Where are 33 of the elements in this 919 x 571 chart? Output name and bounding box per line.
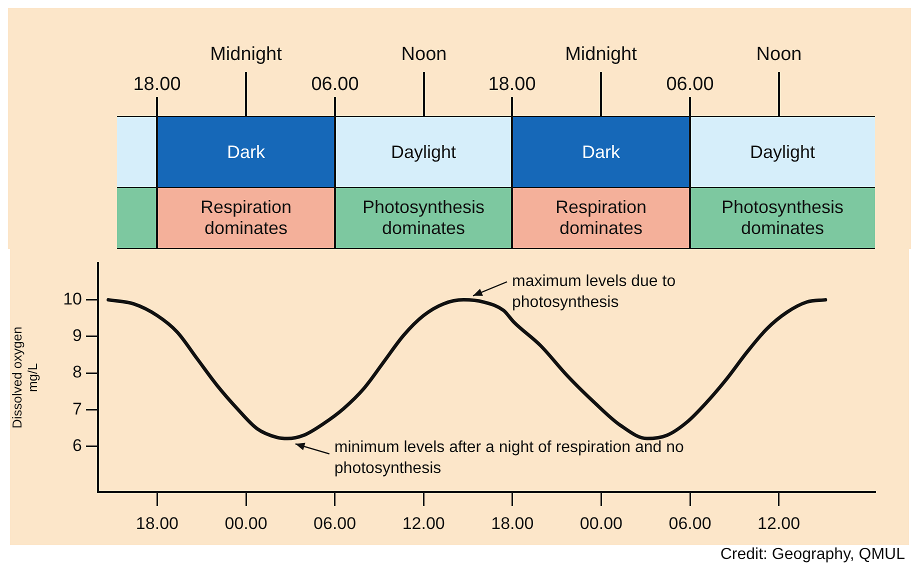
text: Credit: Geography, QMUL [720, 546, 906, 563]
x-tick-label: 00.00 [224, 514, 268, 533]
annotation: maximum levels due to photosynthesis [512, 272, 676, 311]
text: 18.00 [487, 73, 537, 97]
y-tick-label: 9 [72, 326, 82, 346]
text: 06.00 [665, 73, 715, 97]
text: Midnight [209, 43, 283, 67]
x-tick-label: 00.00 [580, 514, 622, 533]
annotation: minimum levels after a night of respiration and no photosynthesis [334, 438, 684, 477]
period-box: Dark [512, 116, 690, 187]
y-tick-label: 10 [63, 289, 82, 308]
text: Midnight [564, 43, 638, 67]
text: Noon [755, 43, 803, 67]
x-tick-label: 12.00 [758, 514, 800, 533]
y-tick-label: 7 [72, 399, 82, 418]
x-tick-label: 06.00 [314, 514, 356, 533]
y-tick-label: 8 [72, 362, 82, 382]
x-tick-label: 18.00 [136, 514, 178, 533]
period-box: Respiration dominates [512, 187, 690, 249]
y-axis-title: Dissolved oxygen mg/L [9, 326, 40, 429]
x-tick-label: 12.00 [402, 514, 445, 533]
text: Noon [400, 43, 448, 67]
period-box: Respiration dominates [157, 187, 335, 249]
text: 06.00 [310, 73, 360, 97]
period-box: Photosynthesis dominates [335, 187, 512, 249]
period-box: Daylight [335, 116, 512, 187]
period-box: Photosynthesis dominates [690, 187, 875, 249]
period-box: Dark [157, 116, 335, 187]
x-tick-label: 06.00 [668, 514, 712, 533]
period-box: Daylight [690, 116, 875, 187]
x-tick-label: 18.00 [491, 514, 534, 533]
y-tick-label: 6 [72, 436, 82, 455]
text: 18.00 [132, 73, 182, 97]
